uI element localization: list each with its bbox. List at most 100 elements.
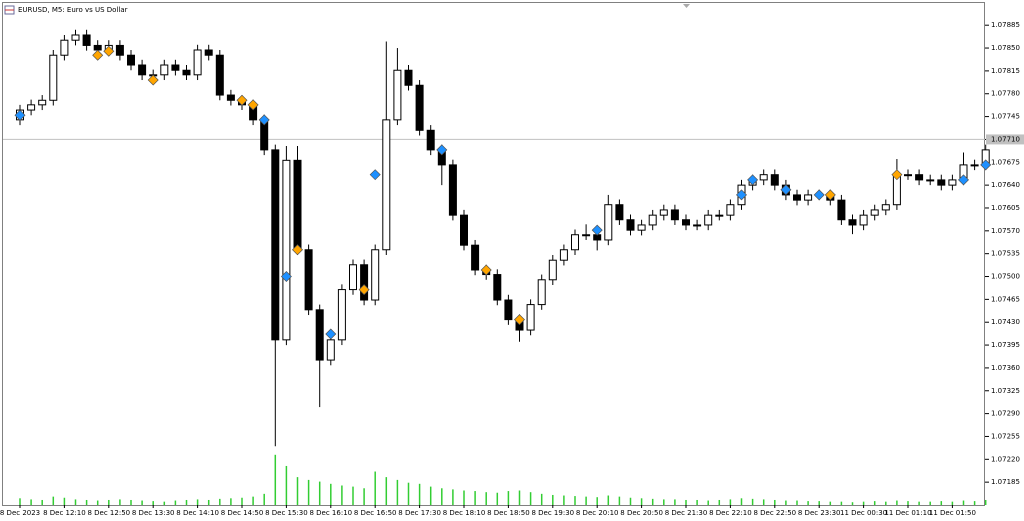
candle-body (282, 159, 291, 341)
x-tick-label: 8 Dec 16:50 (354, 509, 397, 517)
candle-body (293, 159, 302, 251)
signal-marker (436, 144, 448, 156)
candle-body (271, 149, 280, 341)
signal-marker (736, 189, 747, 201)
signal-marker (292, 244, 303, 256)
candle-body (526, 304, 535, 331)
candle-body (82, 34, 91, 46)
candle-body (715, 214, 724, 217)
candle-body (881, 204, 890, 211)
signal-marker (247, 99, 259, 111)
candle-body (559, 249, 568, 261)
y-tick-label: 1.07185 (991, 478, 1020, 486)
signal-marker (891, 169, 903, 181)
signal-marker (369, 169, 381, 181)
y-tick-label: 1.07325 (991, 387, 1020, 395)
y-tick-label: 1.07815 (991, 67, 1020, 75)
candle-body (571, 234, 579, 251)
y-tick-label: 1.07640 (991, 181, 1020, 189)
candle-body (115, 44, 124, 56)
signal-marker (747, 174, 759, 186)
x-tick-label: 8 Dec 2023 (0, 509, 40, 517)
candle-body (337, 289, 346, 341)
candle-body (848, 219, 857, 226)
y-tick-label: 1.07395 (991, 341, 1020, 349)
x-tick-label: 8 Dec 18:50 (487, 509, 530, 517)
candle-body (160, 64, 169, 76)
candle-body (215, 54, 224, 96)
y-tick-label: 1.07430 (991, 318, 1020, 326)
x-tick-label: 11 Dec 01:50 (929, 509, 976, 517)
y-tick-label: 1.07780 (991, 90, 1020, 98)
scroll-marker (683, 4, 690, 8)
x-tick-label: 8 Dec 21:30 (665, 509, 708, 517)
signal-marker (92, 49, 104, 61)
candle-body (171, 64, 180, 71)
y-tick-label: 1.07745 (991, 113, 1020, 121)
x-tick-label: 11 Dec 00:30 (840, 509, 887, 517)
y-tick-label: 1.07570 (991, 227, 1020, 235)
x-tick-label: 8 Dec 22:50 (753, 509, 796, 517)
candle-body (360, 264, 369, 301)
signal-marker (591, 224, 603, 236)
candle-body (349, 264, 357, 291)
candle-body (471, 244, 480, 271)
y-tick-label: 1.07535 (991, 250, 1020, 258)
y-tick-label: 1.07675 (991, 158, 1020, 166)
signal-marker (358, 284, 370, 296)
signal-marker (325, 328, 337, 340)
x-tick-label: 8 Dec 22:10 (709, 509, 752, 517)
candle-body (371, 249, 380, 301)
candle-body (870, 209, 879, 216)
candle-body (948, 179, 957, 186)
candle-body (915, 174, 924, 181)
candle-body (693, 224, 702, 227)
candle-body (604, 204, 613, 241)
candle-body (382, 119, 391, 251)
y-tick-label: 1.07220 (991, 455, 1020, 463)
signal-marker (280, 271, 292, 283)
candle-body (49, 54, 58, 101)
candle-body (204, 49, 213, 56)
x-tick-label: 8 Dec 12:50 (87, 509, 130, 517)
signal-marker (958, 174, 969, 186)
y-tick-label: 1.07255 (991, 432, 1020, 440)
candle-body (970, 164, 979, 167)
x-tick-label: 8 Dec 15:30 (265, 509, 308, 517)
candle-body (27, 104, 36, 111)
signal-marker (780, 184, 792, 196)
candle-body (682, 219, 690, 226)
candle-body (426, 129, 435, 151)
y-tick-label: 1.07885 (991, 21, 1020, 29)
candle-body (548, 259, 557, 281)
x-tick-label: 8 Dec 18:10 (443, 509, 486, 517)
candle-body (138, 64, 147, 76)
candle-body (926, 179, 935, 182)
chart-title: EURUSD, M5: Euro vs US Dollar (18, 6, 128, 14)
x-tick-label: 8 Dec 17:30 (398, 509, 441, 517)
candle-body (615, 204, 624, 221)
candle-body (193, 49, 202, 76)
x-tick-label: 8 Dec 12:10 (43, 509, 86, 517)
signal-marker (236, 94, 248, 106)
candle-body (726, 204, 735, 216)
candle-body (648, 214, 657, 226)
signal-marker (514, 314, 525, 326)
x-tick-label: 8 Dec 16:10 (309, 509, 352, 517)
price-label-box (986, 134, 1024, 145)
candle-body (659, 209, 668, 216)
signal-marker (813, 189, 825, 201)
x-tick-label: 8 Dec 14:10 (176, 509, 219, 517)
candle-body (626, 219, 635, 231)
candle-body (326, 339, 335, 361)
signal-marker (258, 114, 270, 126)
y-tick-label: 1.07360 (991, 364, 1020, 372)
signal-marker (980, 159, 992, 171)
candle-body (793, 194, 801, 201)
signal-marker (14, 109, 26, 121)
candle-body (804, 194, 813, 201)
y-tick-label: 1.07465 (991, 295, 1020, 303)
candle-body (38, 99, 47, 106)
